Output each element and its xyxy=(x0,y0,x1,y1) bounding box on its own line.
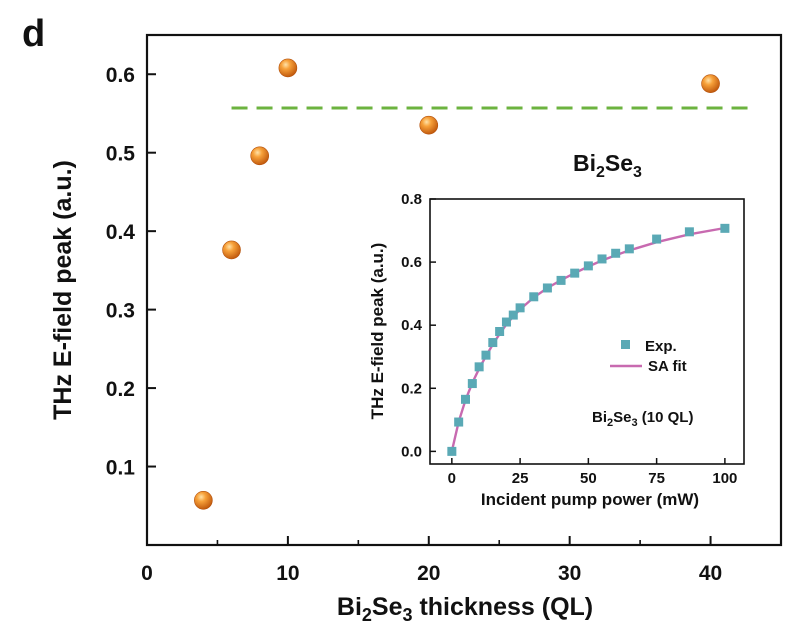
main-x-tick-label: 20 xyxy=(417,562,440,585)
inset-x-tick-label: 25 xyxy=(512,470,529,487)
inset-data-point xyxy=(515,303,525,313)
main-x-axis-label: Bi2Se3 thickness (QL) xyxy=(337,593,593,625)
main-y-axis-label: THz E-field peak (a.u.) xyxy=(49,160,77,420)
inset-fit-line xyxy=(450,226,726,452)
inset-x-tick-label: 0 xyxy=(448,470,456,487)
inset-data-point xyxy=(481,350,491,360)
inset-data-point xyxy=(542,283,552,293)
main-data-point xyxy=(278,58,298,78)
main-data-point xyxy=(419,115,439,135)
inset-y-axis-label: THz E-field peak (a.u.) xyxy=(368,243,387,420)
inset-data-point xyxy=(583,261,593,271)
inset-x-ticks: 0 25 50 75 100 xyxy=(448,458,737,487)
main-y-tick-label: 0.5 xyxy=(106,143,136,166)
legend-fit-label: SA fit xyxy=(648,358,687,375)
inset-data-point xyxy=(684,227,694,237)
inset-data-point xyxy=(556,275,566,285)
inset-data-point xyxy=(508,310,518,320)
main-y-ticks: 0.1 0.2 0.3 0.4 0.5 0.6 xyxy=(106,64,156,480)
inset-data-point xyxy=(454,417,464,427)
main-data-point xyxy=(222,240,241,260)
inset-data-point xyxy=(501,317,511,327)
inset-x-tick-label: 75 xyxy=(648,470,665,487)
inset-data-points xyxy=(447,223,730,456)
legend-exp-label: Exp. xyxy=(645,338,677,355)
inset-data-point xyxy=(474,362,484,372)
inset-data-point xyxy=(447,446,457,456)
main-x-tick-label: 40 xyxy=(699,562,722,585)
legend-exp-marker xyxy=(621,340,630,349)
main-annotation: Bi2Se3 xyxy=(573,150,642,181)
inset-legend: Exp. SA fit xyxy=(610,338,687,375)
main-x-tick-label: 10 xyxy=(276,562,299,585)
inset-chart: 0 25 50 75 100 0.0 0.2 0.4 0.6 0.8 Exp. SA fit B… xyxy=(368,191,745,509)
inset-data-point xyxy=(570,268,580,278)
inset-y-ticks: 0.0 0.2 0.4 0.6 0.8 xyxy=(401,191,436,460)
main-y-tick-label: 0.6 xyxy=(106,64,135,87)
main-data-points xyxy=(194,58,720,510)
panel-label: d xyxy=(22,13,45,55)
main-y-tick-label: 0.2 xyxy=(106,378,135,401)
inset-y-tick-label: 0.8 xyxy=(401,191,422,208)
inset-data-point xyxy=(720,223,730,233)
inset-data-point xyxy=(488,338,498,348)
inset-data-point xyxy=(611,248,621,258)
main-data-point xyxy=(194,490,213,510)
inset-annotation: Bi2Se3 (10 QL) xyxy=(592,409,693,429)
main-x-ticks: 0 10 20 30 40 xyxy=(141,536,782,585)
inset-data-point xyxy=(597,254,607,264)
main-y-tick-label: 0.4 xyxy=(106,221,136,244)
inset-data-point xyxy=(495,327,505,336)
inset-y-tick-label: 0.0 xyxy=(401,443,422,460)
inset-data-point xyxy=(467,379,477,389)
main-x-tick-label: 0 xyxy=(141,562,153,585)
inset-y-tick-label: 0.6 xyxy=(401,254,422,271)
inset-x-axis-label: Incident pump power (mW) xyxy=(481,490,699,509)
inset-data-point xyxy=(529,292,539,302)
inset-x-tick-label: 50 xyxy=(580,470,597,487)
inset-x-tick-label: 100 xyxy=(712,470,737,487)
inset-data-point xyxy=(460,394,470,404)
main-y-tick-label: 0.1 xyxy=(106,457,136,480)
inset-y-tick-label: 0.2 xyxy=(401,380,422,397)
inset-y-tick-label: 0.4 xyxy=(401,317,423,334)
main-chart: 0 10 20 30 40 0.1 0.2 0.3 0.4 0.5 0.6 Bi2Se3 Bi2S… xyxy=(49,33,783,625)
main-x-tick-label: 30 xyxy=(558,562,581,585)
main-y-tick-label: 0.3 xyxy=(106,300,135,323)
main-data-point xyxy=(701,74,720,93)
main-plot-frame xyxy=(145,33,783,547)
inset-data-point xyxy=(652,234,662,244)
inset-plot-frame xyxy=(429,198,745,465)
main-data-point xyxy=(250,146,270,166)
inset-data-point xyxy=(624,244,634,254)
